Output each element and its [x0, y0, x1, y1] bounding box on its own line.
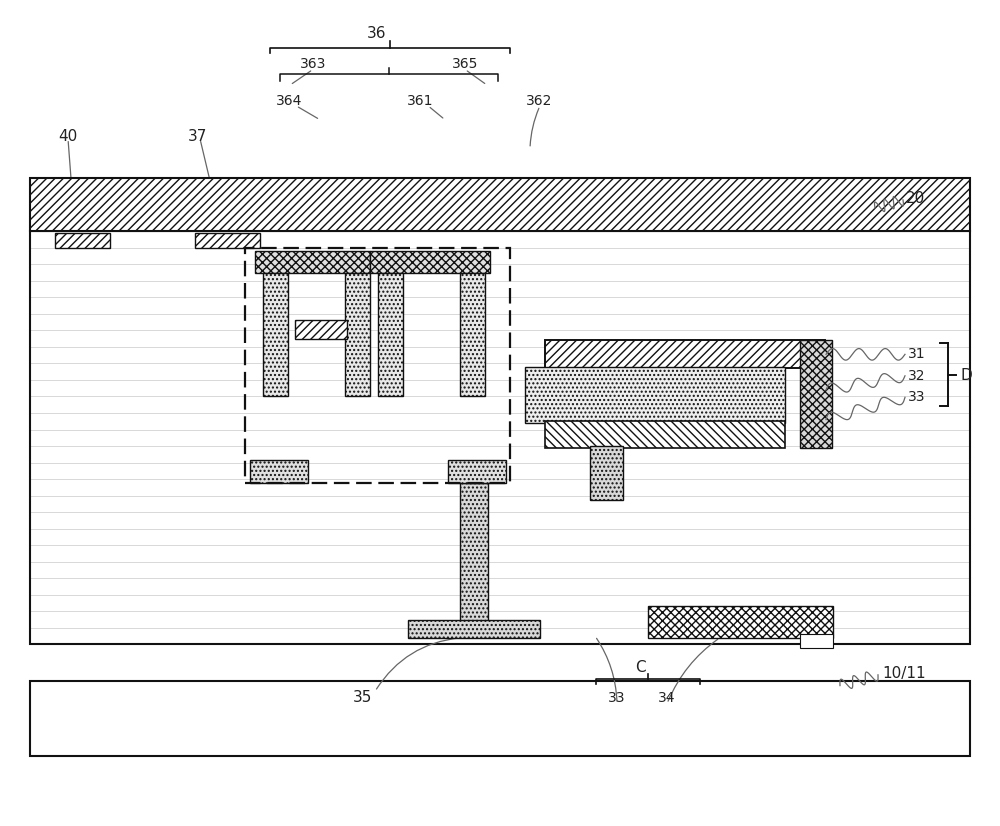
Bar	[448, 460, 506, 483]
Text: 31: 31	[908, 348, 926, 361]
Bar	[345, 273, 370, 396]
Bar	[525, 367, 785, 423]
Text: 34: 34	[658, 691, 676, 705]
Text: 365: 365	[452, 58, 478, 71]
Text: 37: 37	[188, 129, 207, 144]
Text: 33: 33	[608, 691, 626, 705]
Text: C: C	[635, 660, 645, 675]
Bar	[30, 231, 970, 644]
Bar	[590, 446, 623, 500]
Text: 36: 36	[367, 26, 387, 40]
Text: D: D	[960, 368, 972, 382]
Bar	[408, 620, 540, 638]
Text: 361: 361	[407, 94, 433, 107]
Bar	[263, 273, 288, 396]
Bar	[255, 251, 370, 273]
Text: 364: 364	[276, 94, 302, 107]
Bar	[545, 421, 785, 448]
Bar	[800, 340, 832, 448]
Bar	[245, 248, 510, 483]
Text: 363: 363	[300, 58, 326, 71]
Bar	[800, 634, 833, 648]
Bar	[460, 483, 488, 624]
Bar	[250, 460, 308, 483]
Bar	[545, 340, 825, 368]
Text: 362: 362	[526, 94, 552, 107]
Bar	[55, 233, 110, 248]
Text: 40: 40	[58, 129, 77, 144]
Text: 33: 33	[908, 391, 926, 404]
Bar	[30, 178, 970, 231]
Bar	[195, 233, 260, 248]
Bar	[30, 681, 970, 756]
Bar	[295, 320, 347, 339]
Bar	[648, 606, 833, 638]
Text: 10/11: 10/11	[882, 666, 926, 681]
Bar	[378, 273, 403, 396]
Bar	[370, 251, 490, 273]
Text: 20: 20	[906, 191, 925, 206]
Bar	[460, 273, 485, 396]
Text: 35: 35	[353, 691, 373, 705]
Text: 32: 32	[908, 369, 926, 382]
